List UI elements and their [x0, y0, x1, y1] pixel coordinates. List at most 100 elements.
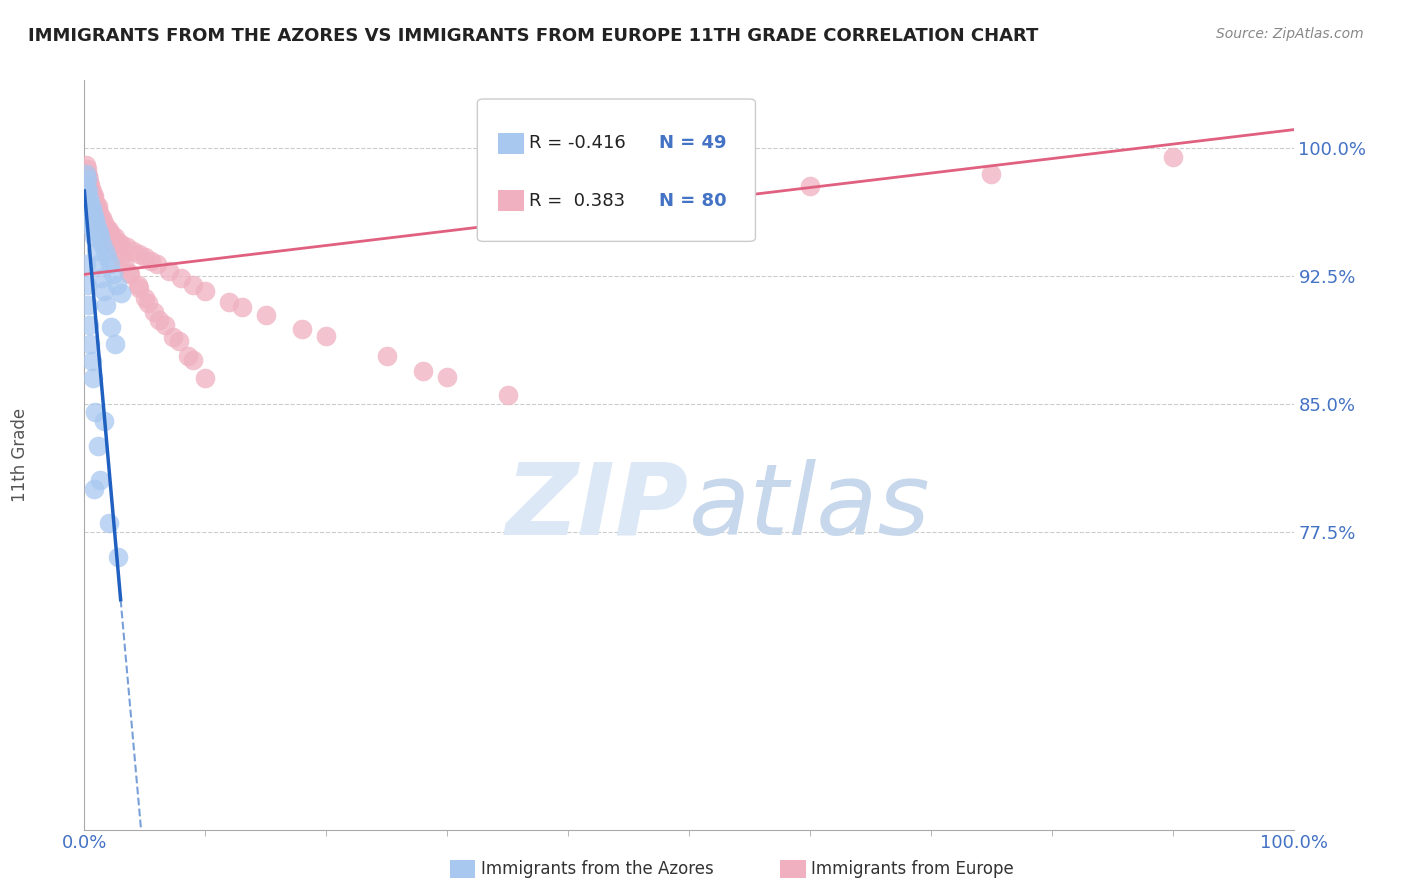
Point: [375, 349, 398, 363]
Point: [82, 189, 104, 203]
Point: [75, 158, 97, 172]
Point: [194, 371, 217, 385]
Text: atlas: atlas: [689, 458, 931, 556]
Point: [98, 230, 121, 244]
Point: [75, 167, 97, 181]
Text: ZIP: ZIP: [506, 458, 689, 556]
Point: [77, 184, 100, 198]
Point: [105, 277, 128, 292]
Point: [412, 364, 434, 378]
Point: [79, 337, 101, 351]
Point: [86, 218, 108, 232]
Point: [77, 318, 100, 333]
Point: [83, 193, 105, 207]
Point: [86, 244, 108, 258]
Point: [143, 305, 166, 319]
Point: [89, 230, 111, 244]
Point: [79, 178, 101, 193]
Point: [120, 268, 142, 282]
Point: [94, 221, 117, 235]
Point: [84, 195, 107, 210]
Point: [291, 322, 314, 336]
Point: [134, 251, 156, 265]
Point: [121, 244, 143, 258]
Point: [107, 550, 129, 565]
Point: [83, 482, 105, 496]
FancyBboxPatch shape: [498, 190, 524, 211]
Point: [103, 268, 125, 282]
Point: [76, 189, 98, 203]
Point: [80, 184, 103, 198]
Point: [83, 210, 105, 224]
Point: [103, 238, 125, 252]
Point: [1161, 150, 1184, 164]
Point: [77, 193, 100, 207]
Point: [104, 230, 127, 244]
Point: [76, 277, 98, 292]
Point: [90, 213, 112, 227]
Point: [82, 189, 104, 203]
Point: [89, 474, 111, 488]
Point: [98, 257, 121, 271]
Point: [93, 216, 115, 230]
Point: [76, 161, 98, 176]
Point: [181, 352, 204, 367]
Point: [138, 296, 160, 310]
Point: [83, 189, 105, 203]
Point: [148, 313, 170, 327]
Y-axis label: 11th Grade: 11th Grade: [11, 408, 28, 502]
Point: [77, 195, 100, 210]
Point: [77, 298, 100, 312]
Text: IMMIGRANTS FROM THE AZORES VS IMMIGRANTS FROM EUROPE 11TH GRADE CORRELATION CHAR: IMMIGRANTS FROM THE AZORES VS IMMIGRANTS…: [28, 27, 1039, 45]
Point: [76, 172, 98, 186]
FancyBboxPatch shape: [498, 133, 524, 153]
Point: [87, 257, 110, 271]
Point: [315, 328, 337, 343]
Point: [436, 369, 458, 384]
Point: [86, 204, 108, 219]
Point: [557, 193, 579, 207]
Text: N = 80: N = 80: [659, 192, 727, 210]
Text: Immigrants from the Azores: Immigrants from the Azores: [481, 860, 714, 878]
Point: [93, 285, 115, 299]
Point: [139, 253, 162, 268]
Point: [103, 236, 125, 251]
Point: [980, 167, 1002, 181]
Point: [86, 202, 108, 217]
Point: [77, 170, 100, 185]
Point: [87, 206, 110, 220]
Point: [86, 199, 108, 213]
Point: [75, 178, 97, 193]
Point: [96, 251, 118, 265]
Point: [80, 354, 103, 368]
Point: [96, 223, 118, 237]
Point: [94, 244, 117, 258]
Point: [77, 176, 100, 190]
Point: [80, 201, 103, 215]
Point: [91, 211, 114, 226]
Point: [77, 204, 100, 219]
Point: [86, 199, 108, 213]
Point: [218, 294, 240, 309]
Point: [115, 240, 138, 254]
Point: [231, 300, 253, 314]
Point: [100, 320, 122, 334]
Point: [157, 264, 180, 278]
Point: [110, 236, 132, 251]
Point: [77, 169, 100, 183]
Point: [134, 291, 156, 305]
Point: [146, 257, 169, 271]
Point: [82, 371, 104, 385]
Point: [84, 213, 107, 227]
Point: [100, 227, 122, 241]
Point: [155, 318, 177, 333]
Point: [80, 218, 103, 232]
Point: [118, 266, 141, 280]
Point: [127, 277, 149, 292]
Point: [167, 334, 190, 348]
Point: [90, 270, 112, 285]
Point: [94, 298, 117, 312]
Point: [110, 251, 132, 265]
Point: [89, 210, 111, 224]
Point: [93, 414, 115, 428]
